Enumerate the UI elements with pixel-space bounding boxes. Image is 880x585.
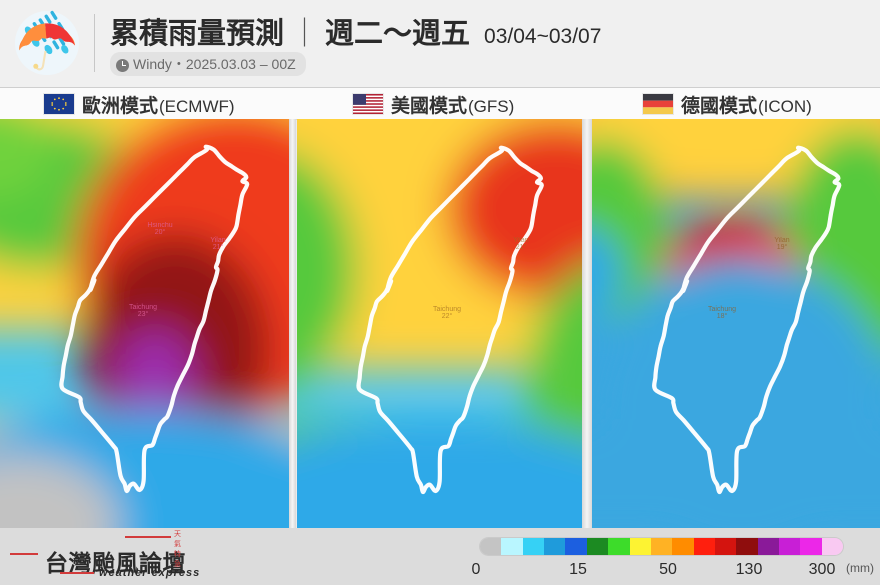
svg-text:Taichung: Taichung <box>433 306 461 313</box>
svg-text:21°: 21° <box>213 243 224 251</box>
svg-text:21°: 21° <box>516 243 527 251</box>
svg-text:20°: 20° <box>155 228 166 236</box>
svg-text:18°: 18° <box>717 312 728 320</box>
svg-text:Hsinchu: Hsinchu <box>147 222 172 229</box>
svg-text:22°: 22° <box>442 312 453 320</box>
svg-text:Yilan: Yilan <box>210 237 225 244</box>
svg-text:Yilan: Yilan <box>513 237 528 244</box>
svg-text:Taichung: Taichung <box>708 306 736 313</box>
svg-text:Yilan: Yilan <box>774 237 789 244</box>
svg-text:19°: 19° <box>777 243 788 251</box>
svg-text:Taichung: Taichung <box>129 304 157 311</box>
svg-text:23°: 23° <box>138 310 149 318</box>
